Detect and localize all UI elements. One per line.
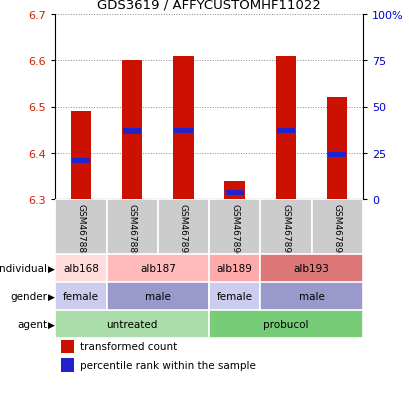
Bar (209, 199, 260, 254)
Bar (106, 282, 209, 310)
Text: male: male (144, 291, 171, 301)
Text: GSM467893: GSM467893 (332, 204, 341, 259)
Text: alb193: alb193 (293, 263, 329, 273)
Bar (55, 199, 106, 254)
Text: alb189: alb189 (216, 263, 252, 273)
Text: untreated: untreated (106, 319, 157, 329)
Bar (225, 190, 243, 195)
Text: male: male (298, 291, 324, 301)
Bar (276, 129, 294, 134)
Bar (209, 282, 260, 310)
Bar (275, 57, 296, 199)
Text: GSM467892: GSM467892 (179, 204, 187, 259)
Bar (106, 199, 157, 254)
Text: alb187: alb187 (139, 263, 175, 273)
Bar (224, 181, 245, 199)
Bar (311, 199, 362, 254)
Text: ▶: ▶ (48, 292, 55, 301)
Text: GSM467888: GSM467888 (76, 204, 85, 259)
Text: probucol: probucol (263, 319, 308, 329)
Text: individual: individual (0, 263, 47, 273)
Bar (123, 129, 141, 134)
Bar (209, 254, 260, 282)
Bar (327, 152, 346, 157)
Bar (106, 254, 209, 282)
Bar (71, 112, 91, 199)
Text: female: female (216, 291, 252, 301)
Bar (157, 199, 209, 254)
Bar (55, 254, 106, 282)
Bar (209, 310, 362, 338)
Text: ▶: ▶ (48, 264, 55, 273)
Bar (326, 98, 347, 199)
Text: agent: agent (17, 319, 47, 329)
Text: gender: gender (10, 291, 47, 301)
Text: alb168: alb168 (63, 263, 99, 273)
Bar (61, 358, 74, 372)
Text: GSM467889: GSM467889 (128, 204, 136, 259)
Bar (55, 310, 209, 338)
Bar (72, 159, 90, 164)
Bar (55, 282, 106, 310)
Bar (61, 339, 74, 353)
Bar (122, 61, 142, 199)
Bar (173, 57, 193, 199)
Bar (260, 199, 311, 254)
Text: female: female (63, 291, 99, 301)
Text: GSM467891: GSM467891 (281, 204, 290, 259)
Bar (260, 282, 362, 310)
Text: GSM467890: GSM467890 (230, 204, 238, 259)
Text: transformed count: transformed count (80, 341, 177, 351)
Text: ▶: ▶ (48, 320, 55, 329)
Text: percentile rank within the sample: percentile rank within the sample (80, 360, 255, 370)
Bar (174, 129, 192, 134)
Title: GDS3619 / AFFYCUSTOMHF11022: GDS3619 / AFFYCUSTOMHF11022 (97, 0, 320, 11)
Bar (260, 254, 362, 282)
